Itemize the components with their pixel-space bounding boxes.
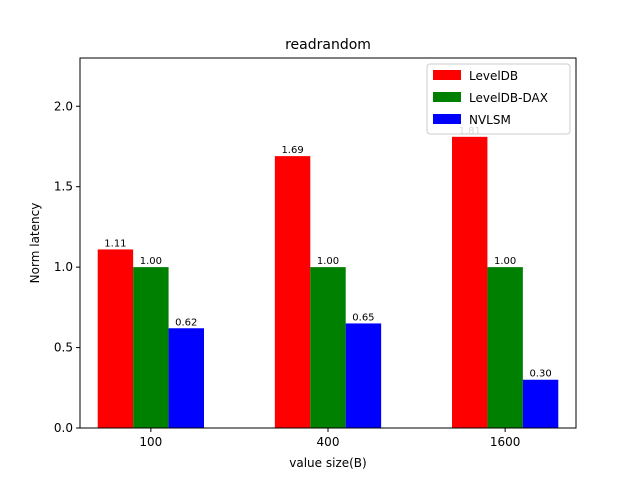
data-label-nvlsm-400: 0.65 [352,312,374,323]
plot-area: 1.111.000.621.691.000.651.811.000.30 [97,126,559,428]
x-tick-label: 1600 [490,435,521,449]
y-tick-label: 2.0 [54,99,73,113]
legend-box [426,63,571,135]
legend-label-nvlsm: NVLSM [469,113,511,127]
x-axis: 100 400 1600 [139,428,520,449]
data-label-leveldb-400: 1.69 [281,145,303,156]
y-axis: 0.0 0.5 1.0 1.5 2.0 [54,99,80,435]
x-axis-label: value size(B) [289,456,366,470]
y-tick-label: 1.0 [54,260,73,274]
bar-leveldb-dax-400 [310,267,346,428]
bar-leveldb-400 [274,156,311,428]
y-axis-label: Norm latency [28,203,42,284]
bar-nvlsm-100 [168,328,204,428]
chart-title: readrandom [285,37,371,53]
data-label-leveldb-dax-1600: 1.00 [494,256,516,267]
bar-leveldb-dax-100 [133,267,169,428]
legend-swatch-nvlsm [433,114,461,124]
bar-leveldb-1600 [452,136,488,428]
legend-swatch-leveldb-dax [433,92,461,102]
legend-label-leveldb-dax: LevelDB-DAX [469,91,548,105]
legend-swatch-leveldb [433,70,461,80]
x-tick-label: 100 [139,435,162,449]
y-tick-label: 0.5 [54,341,73,355]
legend: LevelDB LevelDB-DAX NVLSM [426,63,571,135]
data-label-nvlsm-100: 0.62 [175,317,197,328]
x-tick-label: 400 [317,435,340,449]
data-label-leveldb-100: 1.11 [104,238,126,249]
legend-label-leveldb: LevelDB [469,69,518,83]
bar-nvlsm-1600 [522,379,559,428]
bar-nvlsm-400 [345,323,382,428]
data-label-leveldb-dax-400: 1.00 [317,256,339,267]
data-label-leveldb-dax-100: 1.00 [140,256,162,267]
y-tick-label: 0.0 [54,421,73,435]
bar-leveldb-dax-1600 [487,267,523,428]
bar-leveldb-100 [97,249,134,428]
data-label-nvlsm-1600: 0.30 [529,369,551,380]
y-tick-label: 1.5 [54,180,73,194]
